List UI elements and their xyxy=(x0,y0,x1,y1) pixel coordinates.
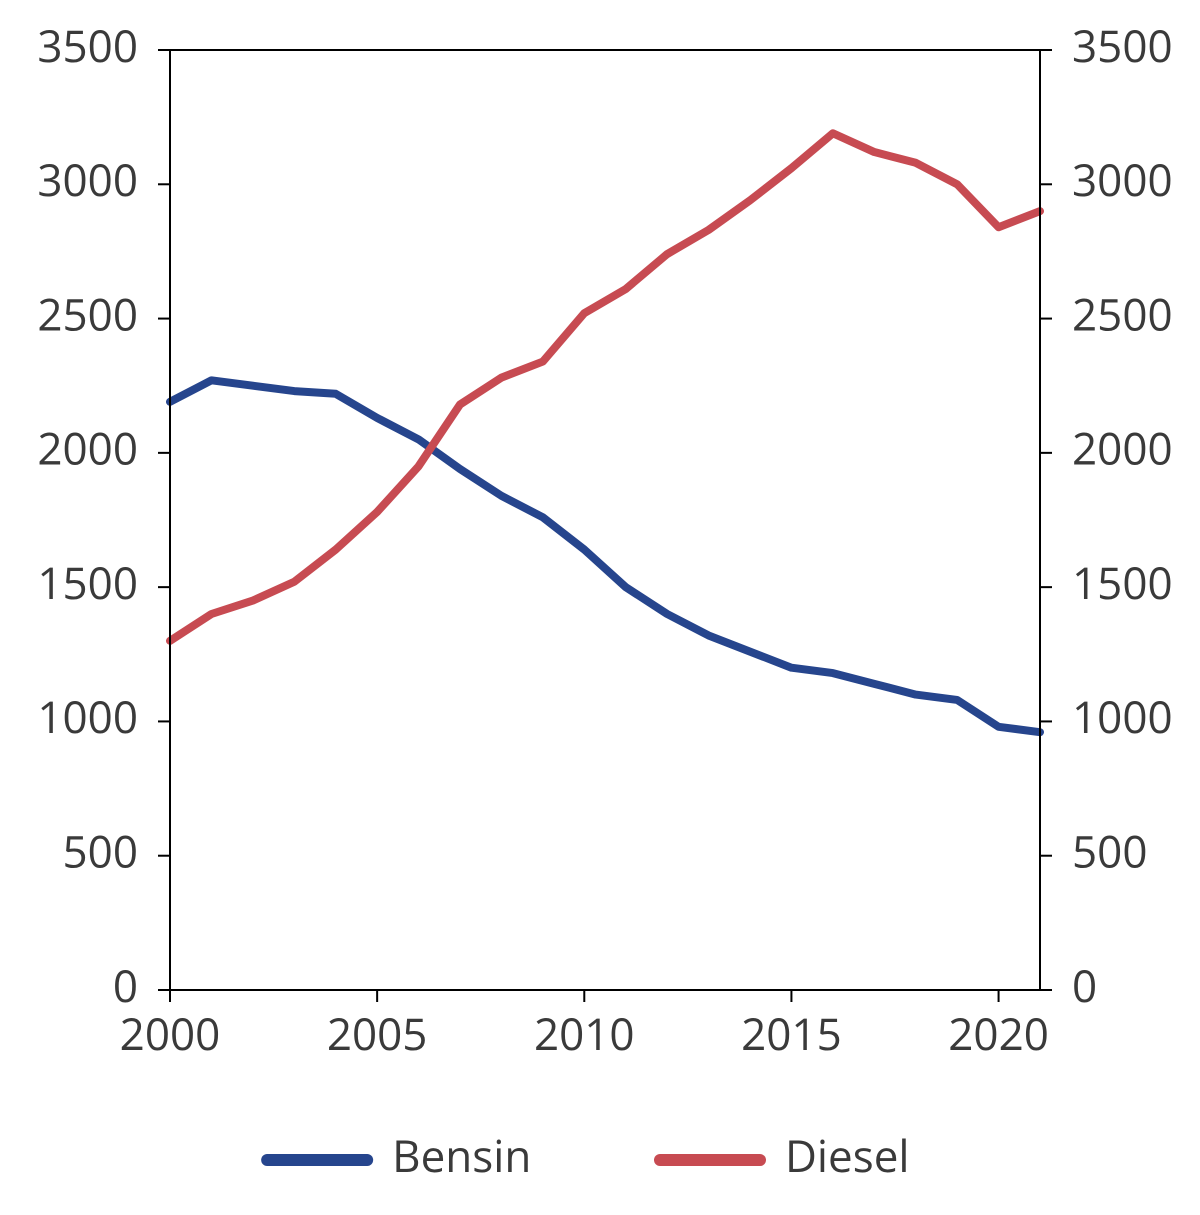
y-tick-label-left: 1000 xyxy=(37,686,138,746)
x-tick-label: 2015 xyxy=(741,1003,842,1063)
y-tick-label-right: 500 xyxy=(1072,820,1147,880)
y-tick-label-left: 2500 xyxy=(37,283,138,343)
x-tick-label: 2020 xyxy=(948,1003,1049,1063)
x-tick-label: 2005 xyxy=(327,1003,428,1063)
legend-label-diesel: Diesel xyxy=(785,1125,910,1185)
y-tick-label-left: 1500 xyxy=(37,552,138,612)
line-chart: 0050050010001000150015002000200025002500… xyxy=(0,0,1200,1215)
y-tick-label-left: 3500 xyxy=(37,15,138,75)
chart-container: 0050050010001000150015002000200025002500… xyxy=(0,0,1200,1215)
y-tick-label-right: 1500 xyxy=(1072,552,1173,612)
x-tick-label: 2010 xyxy=(534,1003,635,1063)
y-tick-label-right: 1000 xyxy=(1072,686,1173,746)
x-tick-label: 2000 xyxy=(120,1003,221,1063)
y-tick-label-right: 3500 xyxy=(1072,15,1173,75)
y-tick-label-right: 0 xyxy=(1072,955,1097,1015)
y-tick-label-right: 3000 xyxy=(1072,149,1173,209)
y-tick-label-right: 2000 xyxy=(1072,418,1173,478)
y-tick-label-right: 2500 xyxy=(1072,283,1173,343)
y-tick-label-left: 3000 xyxy=(37,149,138,209)
legend-label-bensin: Bensin xyxy=(392,1125,531,1185)
y-tick-label-left: 2000 xyxy=(37,418,138,478)
y-tick-label-left: 500 xyxy=(63,820,138,880)
